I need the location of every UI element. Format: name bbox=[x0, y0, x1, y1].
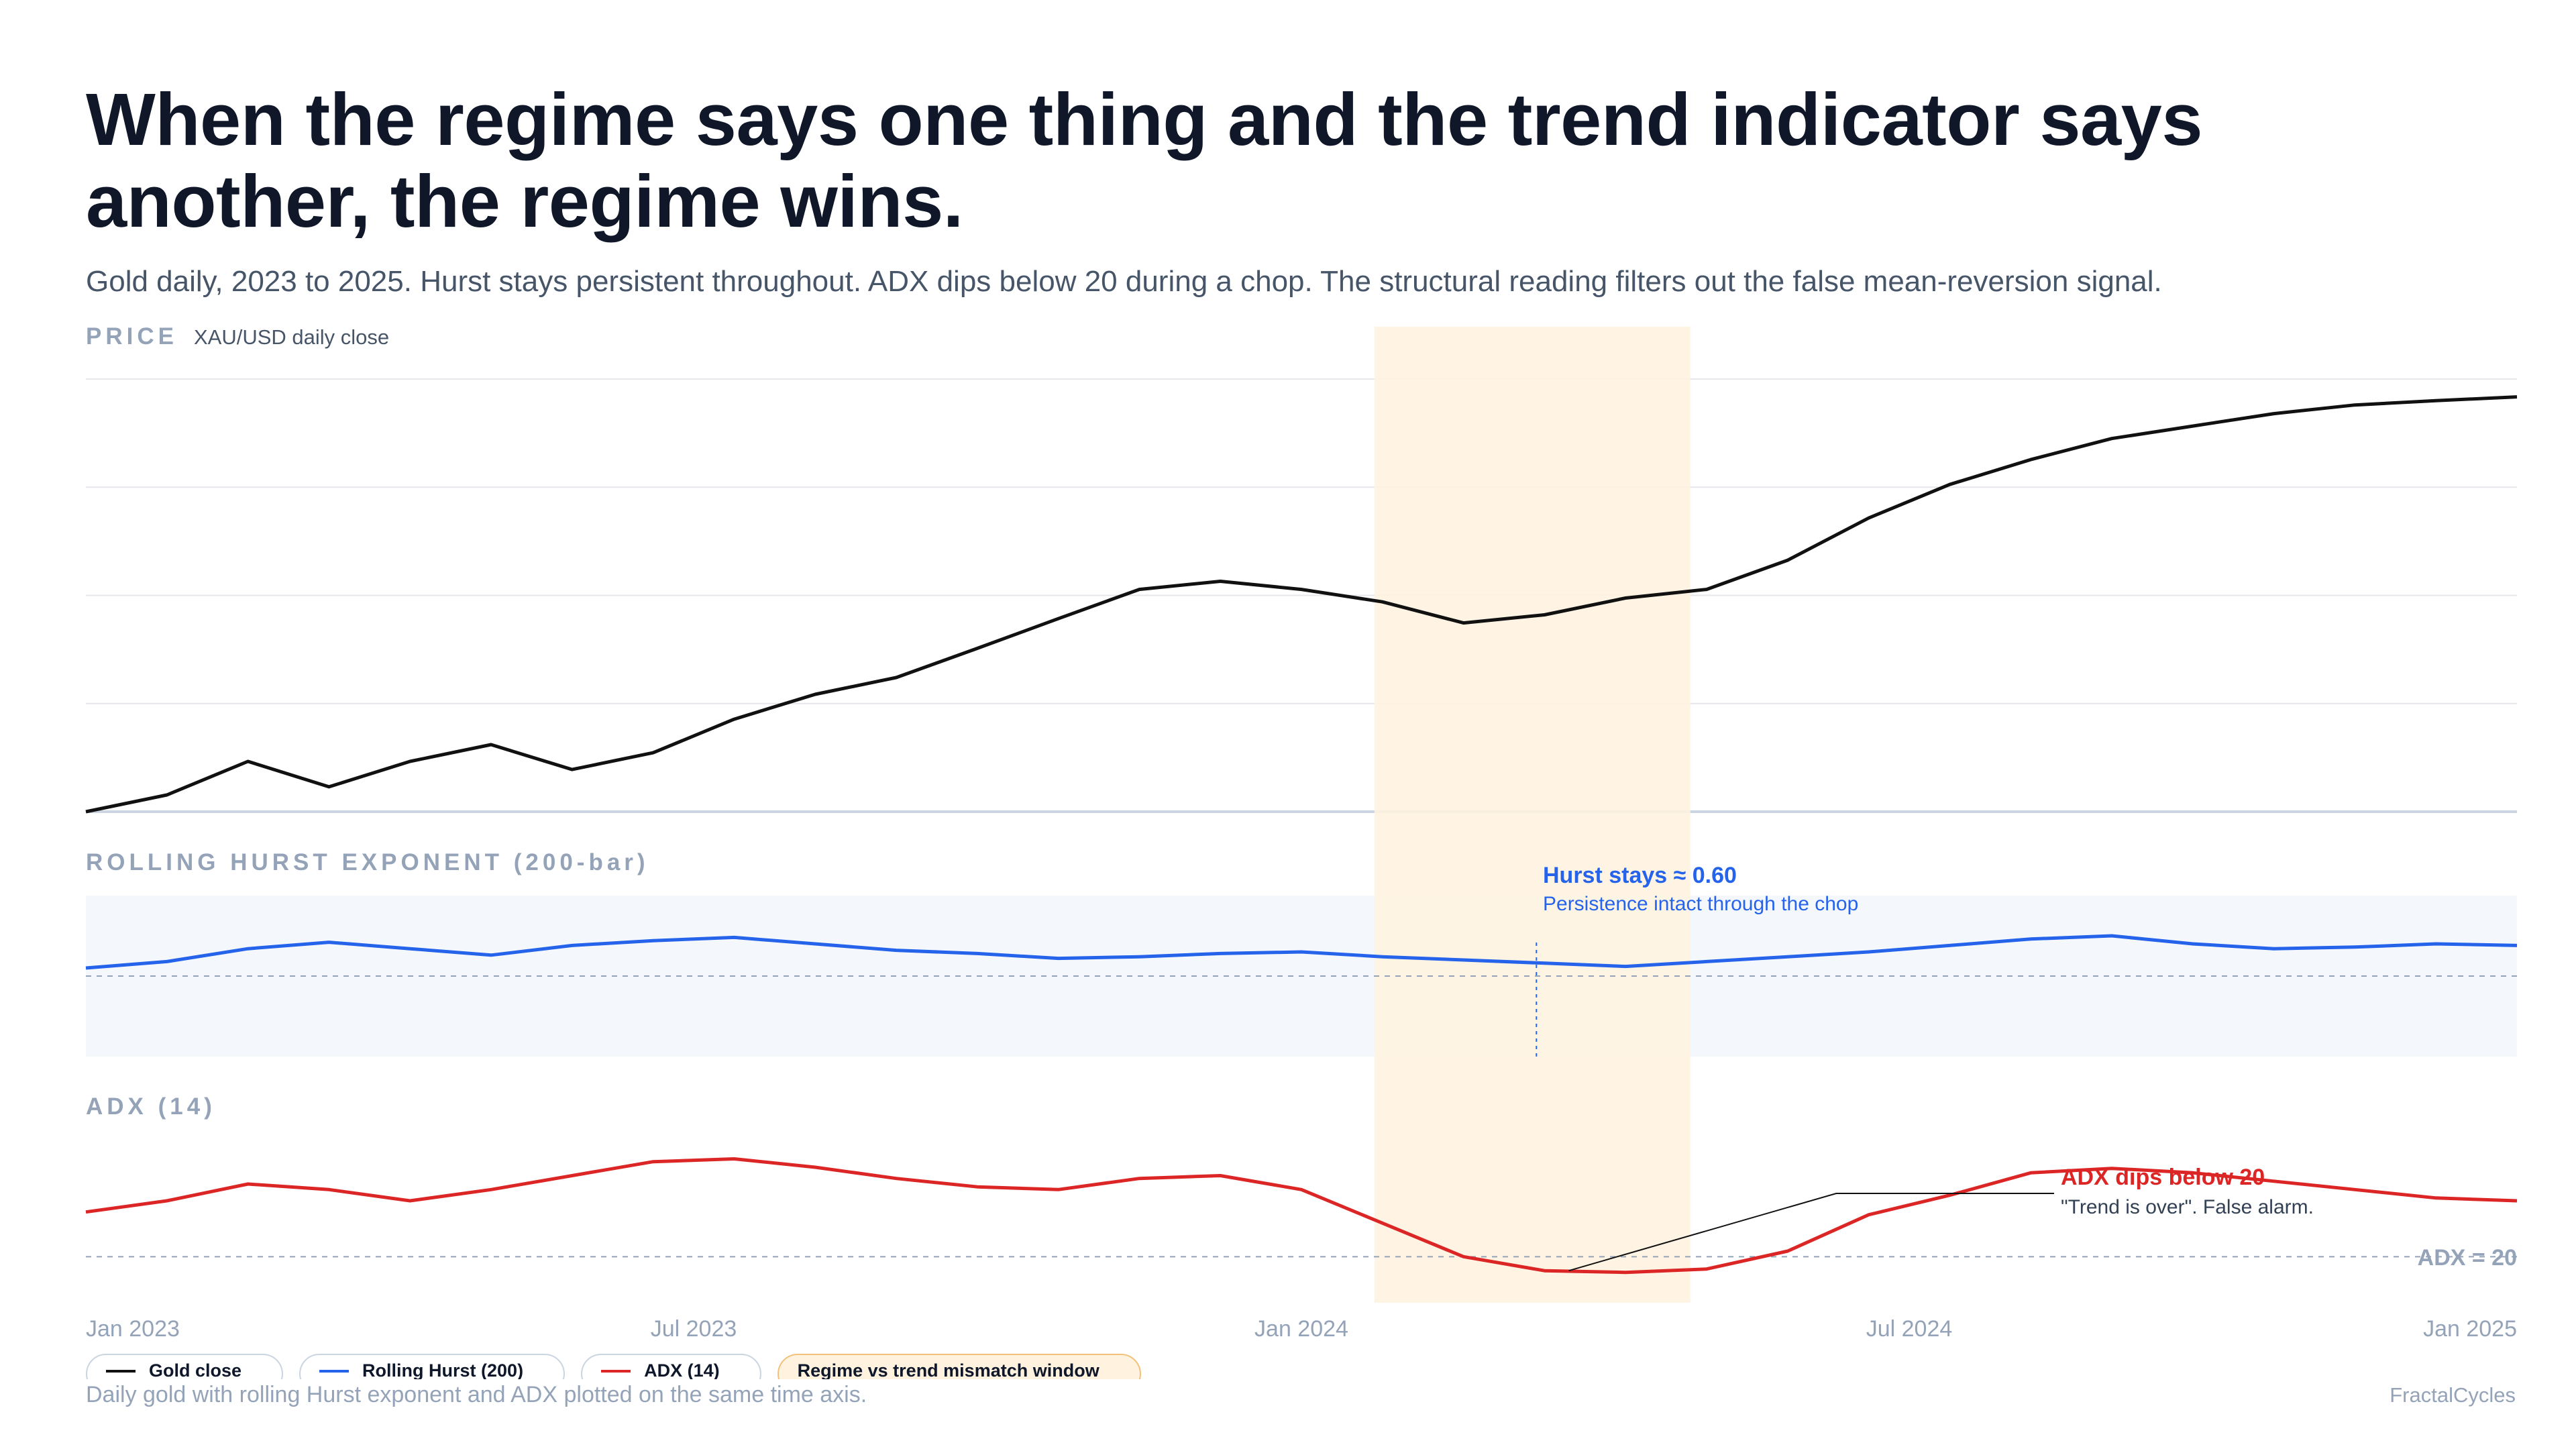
adx-annotation-title: ADX dips below 20 bbox=[2061, 1165, 2265, 1190]
series-layer bbox=[85, 395, 2518, 1275]
annotation-layer: Hurst stays ≈ 0.60 Persistence intact th… bbox=[1543, 863, 2517, 1271]
adx-series-line bbox=[85, 1157, 2518, 1275]
adx-panel-label: ADX (14) bbox=[86, 1093, 216, 1120]
footer-note: Daily gold with rolling Hurst exponent a… bbox=[86, 1382, 867, 1407]
adx-callout-line bbox=[1568, 1193, 2054, 1272]
price-sublabel: XAU/USD daily close bbox=[193, 325, 390, 349]
legend: Gold close Rolling Hurst (200) ADX (14) … bbox=[86, 1354, 1141, 1379]
chart-title: When the regime says one thing and the t… bbox=[86, 78, 2203, 243]
legend-label-adx: ADX (14) bbox=[644, 1360, 720, 1379]
hurst-annotation-sub: Persistence intact through the chop bbox=[1543, 893, 1858, 915]
legend-label-gold: Gold close bbox=[149, 1360, 242, 1379]
legend-item-window[interactable]: Regime vs trend mismatch window bbox=[777, 1354, 1141, 1379]
hurst-annotation-title: Hurst stays ≈ 0.60 bbox=[1543, 863, 1737, 888]
price-panel-label: PRICE XAU/USD daily close bbox=[86, 323, 389, 350]
adx-threshold-label: ADX = 20 bbox=[2418, 1245, 2517, 1271]
x-tick-label: Jul 2024 bbox=[1866, 1316, 1953, 1342]
price-series-line bbox=[85, 395, 2518, 814]
legend-label-hurst: Rolling Hurst (200) bbox=[362, 1360, 524, 1379]
x-axis-ticks: Jan 2023 Jul 2023 Jan 2024 Jul 2024 Jan 2025 bbox=[86, 1316, 2517, 1342]
x-tick-label: Jan 2025 bbox=[2423, 1316, 2517, 1342]
legend-swatch-hurst bbox=[319, 1370, 350, 1373]
hurst-series-line bbox=[85, 934, 2518, 970]
legend-swatch-adx bbox=[601, 1370, 631, 1373]
legend-item-adx[interactable]: ADX (14) bbox=[581, 1354, 761, 1379]
chart-subtitle: Gold daily, 2023 to 2025. Hurst stays pe… bbox=[86, 265, 2162, 298]
x-tick-label: Jan 2024 bbox=[1254, 1316, 1348, 1342]
legend-item-hurst[interactable]: Rolling Hurst (200) bbox=[299, 1354, 566, 1379]
price-label: PRICE bbox=[86, 323, 178, 350]
background-layer bbox=[86, 327, 2517, 1303]
legend-item-gold[interactable]: Gold close bbox=[86, 1354, 284, 1379]
adx-annotation-sub: "Trend is over". False alarm. bbox=[2061, 1196, 2314, 1218]
mismatch-window bbox=[1374, 327, 1690, 1303]
x-tick-label: Jul 2023 bbox=[651, 1316, 737, 1342]
legend-swatch-gold bbox=[106, 1370, 136, 1373]
hurst-panel-label: ROLLING HURST EXPONENT (200-bar) bbox=[86, 849, 649, 875]
footer-brand: FractalCycles bbox=[2390, 1383, 2516, 1407]
x-tick-label: Jan 2023 bbox=[86, 1316, 180, 1342]
legend-label-window: Regime vs trend mismatch window bbox=[797, 1360, 1099, 1379]
